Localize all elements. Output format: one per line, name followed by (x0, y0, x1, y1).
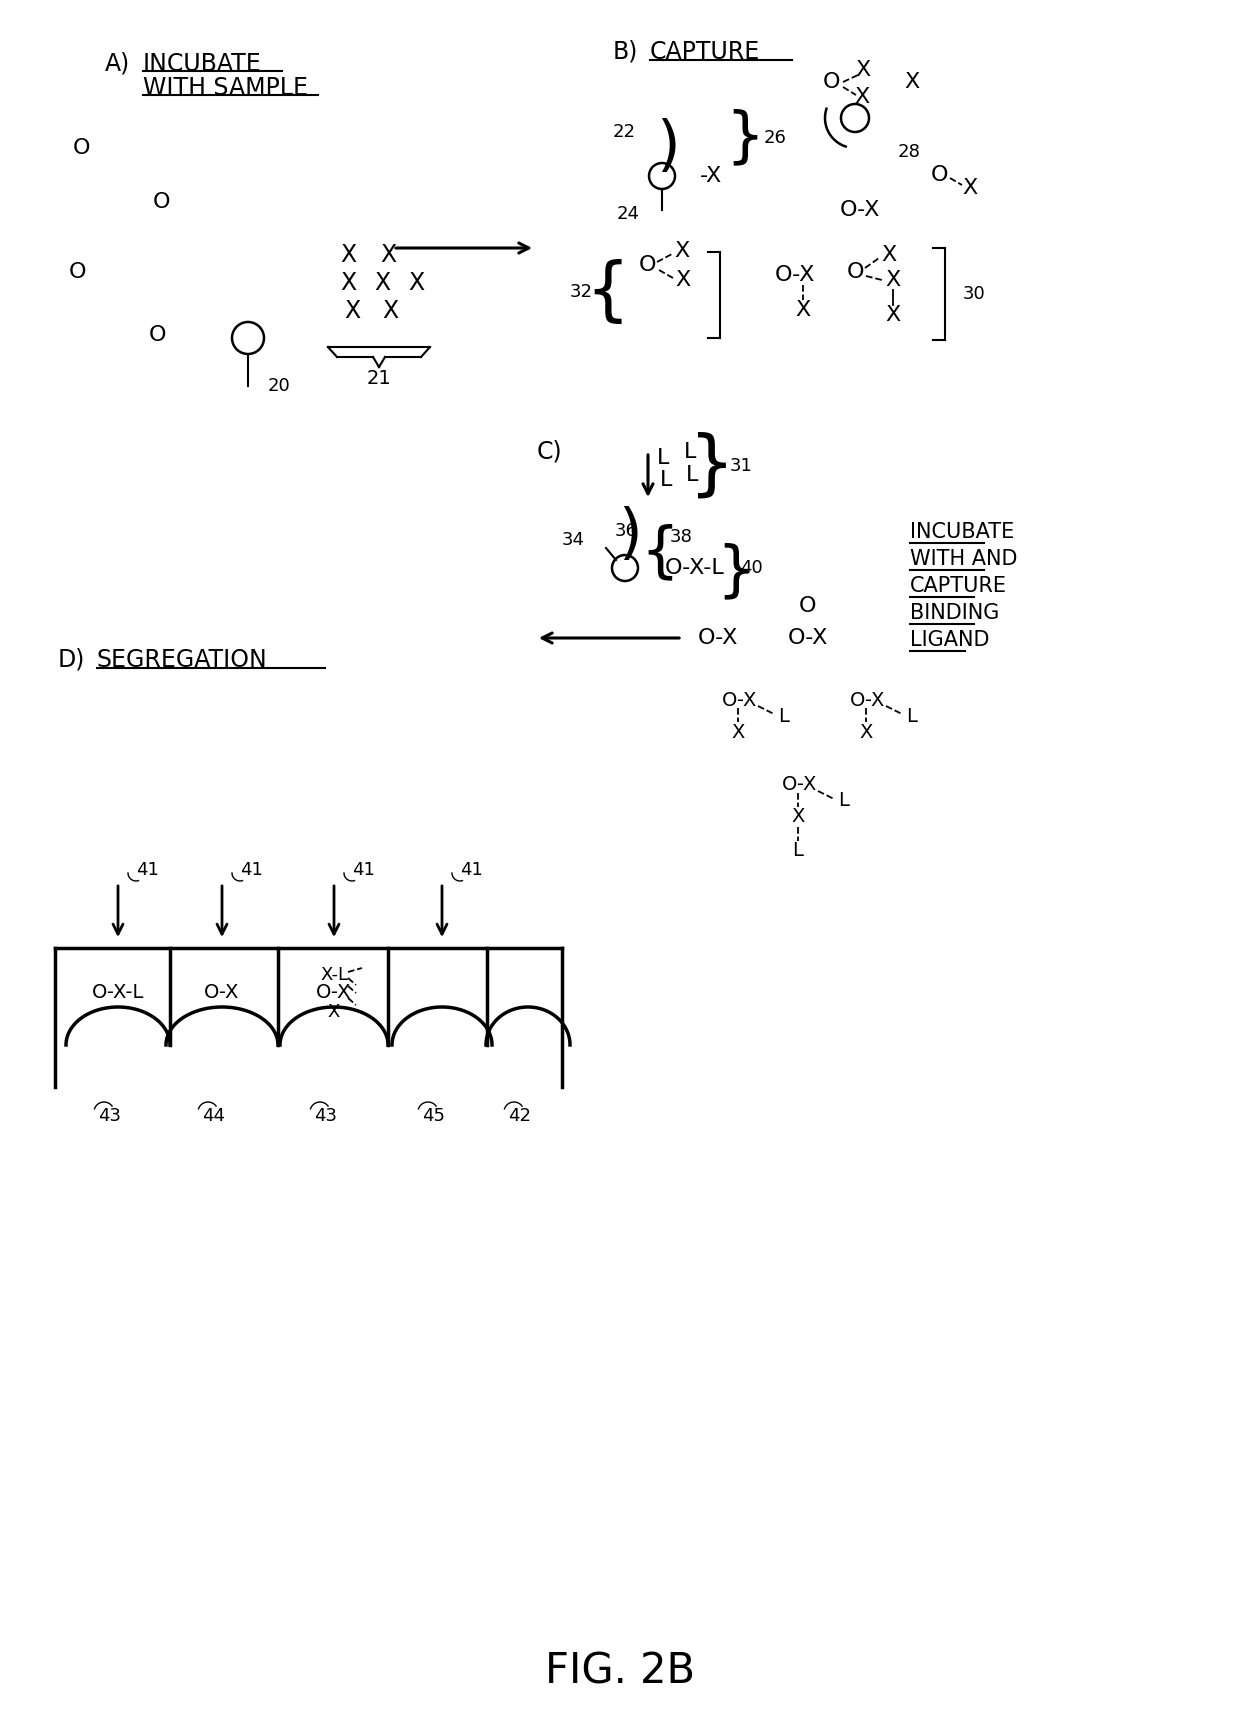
Text: L: L (779, 707, 790, 725)
Text: O-X: O-X (787, 627, 828, 648)
Text: 24: 24 (618, 205, 640, 223)
Text: X: X (791, 808, 805, 827)
Text: O-X-L: O-X-L (92, 983, 144, 1002)
Text: 41: 41 (352, 861, 374, 878)
Text: D): D) (58, 648, 86, 672)
Text: X: X (885, 304, 900, 325)
Text: O-X: O-X (782, 775, 817, 794)
Text: {: { (641, 524, 680, 583)
Text: L: L (683, 442, 696, 462)
Text: L: L (906, 707, 918, 725)
Text: 31: 31 (730, 457, 753, 474)
Text: 32: 32 (570, 284, 593, 301)
Text: }: } (717, 543, 755, 602)
Text: }: } (689, 431, 735, 500)
Text: 26: 26 (764, 129, 787, 148)
Text: X: X (340, 242, 356, 266)
Text: X: X (408, 272, 424, 296)
Text: O: O (639, 254, 656, 275)
Text: A): A) (105, 52, 130, 76)
Text: X: X (374, 272, 391, 296)
Text: 41: 41 (460, 861, 482, 878)
Text: FIG. 2B: FIG. 2B (544, 1650, 696, 1693)
Text: WITH SAMPLE: WITH SAMPLE (143, 76, 308, 100)
Text: 20: 20 (268, 376, 290, 395)
Text: X: X (859, 722, 873, 741)
Text: {: { (585, 258, 629, 325)
Text: X: X (882, 246, 897, 265)
Text: X: X (732, 722, 745, 741)
Text: X: X (382, 299, 398, 323)
Text: LIGAND: LIGAND (910, 629, 990, 650)
Text: INCUBATE: INCUBATE (910, 523, 1014, 541)
Text: 38: 38 (670, 528, 693, 547)
Text: O-X: O-X (839, 199, 880, 220)
Text: L: L (792, 842, 804, 861)
Text: 34: 34 (562, 531, 585, 548)
Text: O-X-L: O-X-L (665, 559, 725, 578)
Text: 42: 42 (508, 1107, 532, 1124)
Text: 43: 43 (98, 1107, 122, 1124)
Text: INCUBATE: INCUBATE (143, 52, 262, 76)
Text: X: X (885, 270, 900, 291)
Text: 36: 36 (615, 523, 637, 540)
Text: C): C) (537, 440, 563, 464)
Text: 43: 43 (315, 1107, 337, 1124)
Text: X: X (675, 241, 689, 261)
Text: -X: -X (701, 167, 722, 186)
Text: O: O (823, 72, 841, 93)
Text: 41: 41 (136, 861, 159, 878)
Text: O-X: O-X (316, 983, 352, 1002)
Text: X: X (795, 301, 811, 320)
Text: 41: 41 (241, 861, 263, 878)
Text: ): ) (618, 505, 642, 564)
Text: }: } (725, 108, 765, 167)
Text: O-X: O-X (205, 983, 239, 1002)
Text: 30: 30 (963, 285, 986, 303)
Text: ): ) (656, 117, 680, 177)
Text: 40: 40 (740, 559, 763, 578)
Text: WITH AND: WITH AND (910, 548, 1018, 569)
Text: L: L (657, 449, 670, 468)
Text: L: L (838, 791, 849, 810)
Text: 45: 45 (423, 1107, 445, 1124)
Text: CAPTURE: CAPTURE (910, 576, 1007, 596)
Text: O: O (846, 261, 864, 282)
Text: X: X (854, 88, 869, 107)
Text: O: O (931, 165, 949, 186)
Text: 44: 44 (202, 1107, 226, 1124)
Text: O: O (154, 193, 171, 211)
Text: CAPTURE: CAPTURE (650, 40, 760, 64)
Text: X-L: X-L (320, 966, 348, 983)
Text: X: X (904, 72, 920, 93)
Text: 28: 28 (898, 143, 921, 162)
Text: 21: 21 (367, 370, 392, 388)
Text: 22: 22 (613, 124, 636, 141)
Text: O-X: O-X (723, 691, 758, 710)
Text: L: L (686, 466, 698, 485)
Text: O: O (149, 325, 166, 346)
Text: X: X (327, 1002, 340, 1021)
Text: X: X (340, 272, 356, 296)
Text: X: X (856, 60, 870, 81)
Text: O-X: O-X (698, 627, 738, 648)
Text: O: O (800, 596, 817, 615)
Text: B): B) (613, 40, 639, 64)
Text: X: X (962, 179, 977, 198)
Text: X: X (676, 270, 691, 291)
Text: X: X (379, 242, 396, 266)
Text: O-X: O-X (775, 265, 815, 285)
Text: O: O (69, 261, 87, 282)
Text: O: O (73, 138, 91, 158)
Text: BINDING: BINDING (910, 603, 999, 622)
Text: X: X (343, 299, 360, 323)
Text: O-X: O-X (851, 691, 885, 710)
Text: SEGREGATION: SEGREGATION (97, 648, 268, 672)
Text: L: L (660, 469, 672, 490)
